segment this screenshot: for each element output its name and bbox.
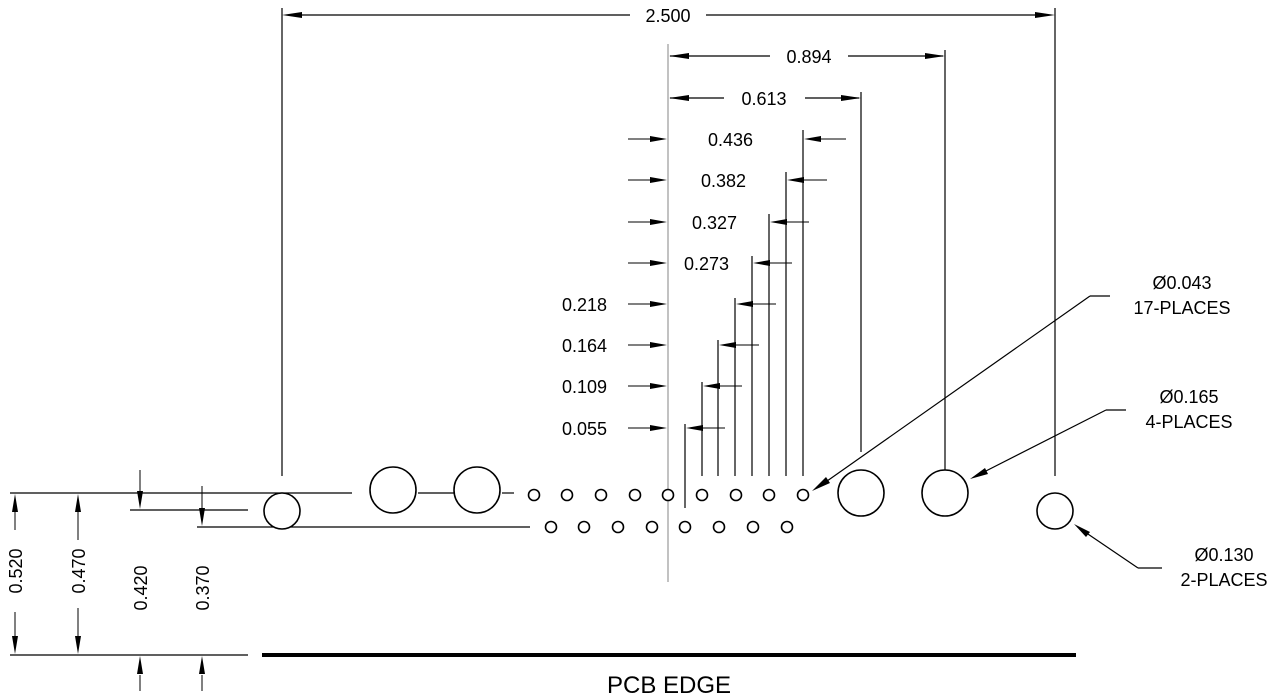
dimension-label-0370: 0.370 bbox=[193, 565, 213, 610]
callout-large-holes-count: 4-PLACES bbox=[1145, 412, 1232, 432]
small-hole bbox=[663, 490, 674, 501]
callout-mount-holes-diameter: Ø0.130 bbox=[1194, 545, 1253, 565]
dimension-label-0420: 0.420 bbox=[131, 565, 151, 610]
small-hole bbox=[764, 490, 775, 501]
small-hole bbox=[782, 522, 793, 533]
small-hole bbox=[731, 490, 742, 501]
callout-large-holes-diameter: Ø0.165 bbox=[1159, 387, 1218, 407]
dimension-label-0520: 0.520 bbox=[6, 548, 26, 593]
dimension-label-0164: 0.164 bbox=[562, 336, 607, 356]
callout-small-holes: Ø0.043 17-PLACES bbox=[812, 273, 1231, 491]
small-hole bbox=[596, 490, 607, 501]
dimension-label-0613: 0.613 bbox=[741, 89, 786, 109]
large-hole bbox=[370, 467, 416, 513]
small-hole bbox=[546, 522, 557, 533]
mount-hole-left bbox=[264, 493, 300, 529]
dimension-label-0327: 0.327 bbox=[692, 213, 737, 233]
small-hole bbox=[748, 522, 759, 533]
large-hole bbox=[922, 470, 968, 516]
dimension-label-0273: 0.273 bbox=[684, 254, 729, 274]
callout-large-holes: Ø0.165 4-PLACES bbox=[970, 387, 1233, 479]
callout-small-holes-diameter: Ø0.043 bbox=[1152, 273, 1211, 293]
dimension-label-0470: 0.470 bbox=[69, 548, 89, 593]
callout-mount-holes-count: 2-PLACES bbox=[1180, 570, 1267, 590]
small-hole bbox=[562, 490, 573, 501]
small-hole bbox=[798, 490, 809, 501]
dimension-label-2500: 2.500 bbox=[645, 6, 690, 26]
dimension-label-0894: 0.894 bbox=[786, 47, 831, 67]
dimension-label-0382: 0.382 bbox=[701, 171, 746, 191]
small-holes-lower-row bbox=[546, 522, 793, 533]
small-hole bbox=[579, 522, 590, 533]
mount-hole-right bbox=[1037, 493, 1073, 529]
large-hole bbox=[454, 467, 500, 513]
small-hole bbox=[647, 522, 658, 533]
large-hole bbox=[838, 470, 884, 516]
small-holes-upper-row bbox=[529, 490, 809, 501]
dimension-label-0436: 0.436 bbox=[708, 130, 753, 150]
small-hole bbox=[630, 490, 641, 501]
callout-small-holes-count: 17-PLACES bbox=[1133, 298, 1230, 318]
offset-dimension-stack: 0.436 0.382 0.327 0.273 0.218 0.164 0.10… bbox=[562, 130, 846, 508]
pcb-edge-label: PCB EDGE bbox=[607, 672, 731, 697]
vertical-dimensions: 0.520 0.470 0.420 0.370 bbox=[6, 470, 248, 691]
small-hole bbox=[680, 522, 691, 533]
dimension-label-0218: 0.218 bbox=[562, 295, 607, 315]
callout-mount-holes: Ø0.130 2-PLACES bbox=[1074, 524, 1268, 590]
dimension-label-0055: 0.055 bbox=[562, 419, 607, 439]
small-hole bbox=[714, 522, 725, 533]
small-hole bbox=[697, 490, 708, 501]
dimension-label-0109: 0.109 bbox=[562, 377, 607, 397]
small-hole bbox=[529, 490, 540, 501]
small-hole bbox=[613, 522, 624, 533]
